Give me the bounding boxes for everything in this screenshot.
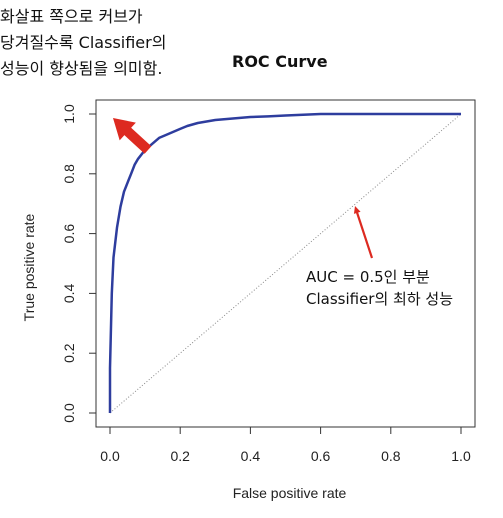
x-tick-label: 0.6 bbox=[311, 448, 331, 464]
y-axis-label: True positive rate bbox=[21, 213, 37, 321]
y-tick-label: 0.6 bbox=[61, 224, 77, 244]
arrow-icon bbox=[113, 117, 152, 154]
annotation-bottom-right-line-2: Classifier의 최하 성능 bbox=[306, 290, 454, 308]
x-tick-label: 0.4 bbox=[241, 448, 261, 464]
x-tick-label: 0.2 bbox=[170, 448, 190, 464]
y-tick-label: 0.2 bbox=[61, 343, 77, 363]
annotation-top-left: 화살표 쪽으로 커브가 당겨질수록 Classifier의 성능이 향상됨을 의… bbox=[0, 4, 230, 82]
x-tick-label: 0.8 bbox=[381, 448, 401, 464]
pointer-arrow-head-icon bbox=[353, 206, 361, 214]
y-tick-label: 0.8 bbox=[61, 164, 77, 184]
pointer-arrow-line bbox=[355, 209, 374, 259]
chart-title: ROC Curve bbox=[232, 52, 328, 71]
x-tick-label: 0.0 bbox=[100, 448, 120, 464]
annotation-top-left-line-2: 당겨질수록 Classifier의 bbox=[0, 33, 167, 52]
annotation-bottom-right-line-1: AUC = 0.5인 부분 bbox=[306, 268, 430, 286]
annotation-top-left-line-1: 화살표 쪽으로 커브가 bbox=[0, 7, 143, 26]
x-tick-label: 1.0 bbox=[451, 448, 471, 464]
annotation-top-left-line-3: 성능이 향상됨을 의미함. bbox=[0, 59, 163, 78]
annotation-bottom-right: AUC = 0.5인 부분 Classifier의 최하 성능 bbox=[306, 266, 496, 310]
y-tick-label: 1.0 bbox=[61, 104, 77, 124]
plot-frame bbox=[95, 99, 476, 428]
roc-curve-line bbox=[108, 112, 461, 413]
x-axis-label: False positive rate bbox=[233, 485, 347, 501]
random-classifier-line bbox=[109, 113, 462, 414]
y-tick-label: 0.0 bbox=[61, 403, 77, 423]
y-tick-label: 0.4 bbox=[61, 283, 77, 303]
